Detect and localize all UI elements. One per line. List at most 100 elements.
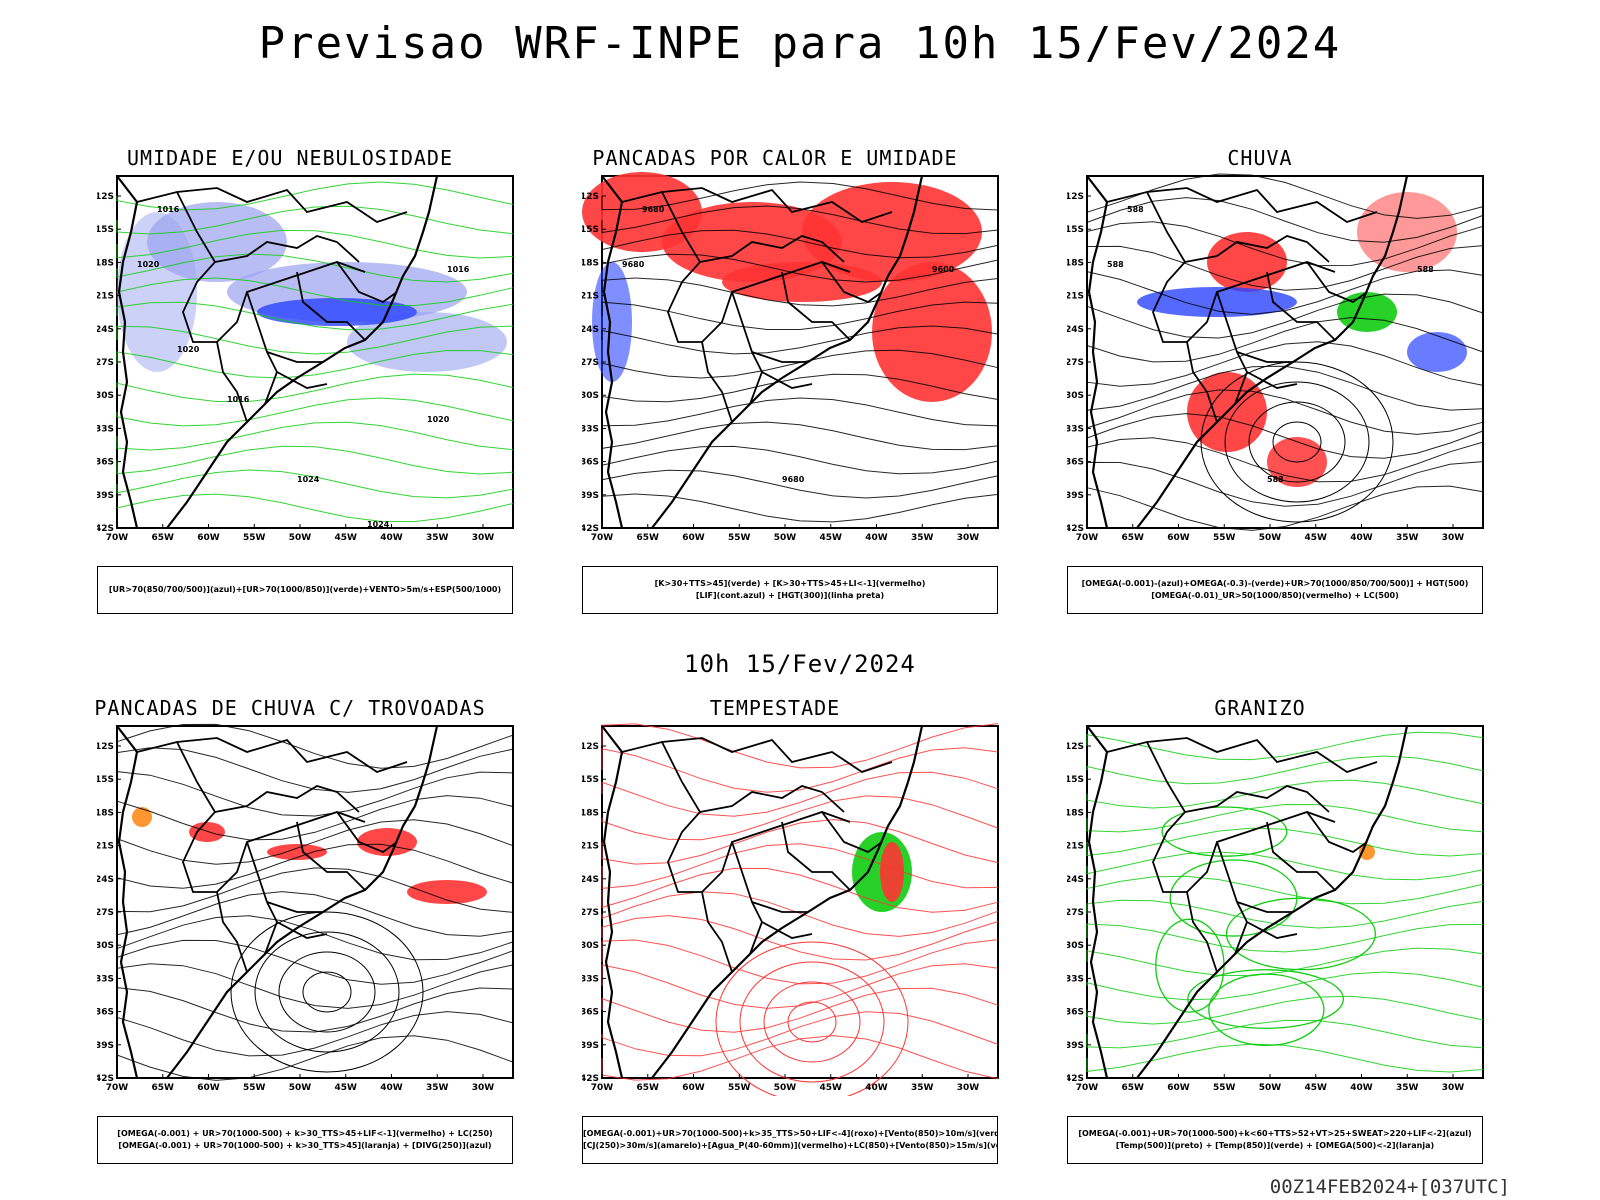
lon-tick-label: 50W [1259, 533, 1282, 543]
lat-tick-label: 18S [582, 808, 599, 818]
contour-line [601, 963, 999, 1009]
temp-contour [1187, 969, 1345, 1029]
field-shade [1207, 232, 1287, 292]
contour-line [1086, 173, 1484, 219]
border-line [276, 921, 328, 939]
contour-label: 9680 [782, 475, 805, 484]
legend-line: [OMEGA(-0.01)_UR>50(1000/850)(vermelho) … [1151, 591, 1399, 600]
lat-tick-label: 42S [97, 1074, 114, 1084]
lat-tick-label: 42S [1067, 1074, 1084, 1084]
contour-line [601, 373, 999, 403]
border-line [1236, 901, 1293, 913]
lat-tick-label: 15S [1067, 225, 1084, 235]
contour-line [601, 747, 999, 793]
panel-title: CHUVA [1227, 146, 1293, 170]
border-line [1266, 271, 1336, 341]
lat-tick-label: 39S [97, 491, 114, 501]
contour-label: 1024 [367, 520, 390, 529]
lon-tick-label: 50W [774, 1083, 797, 1093]
contour-line [1086, 269, 1484, 315]
lat-tick-label: 33S [582, 974, 599, 984]
border-line [296, 271, 366, 341]
lat-tick-label: 36S [582, 458, 599, 468]
temp-contour [1208, 973, 1325, 1046]
contour-line [116, 987, 514, 1033]
contour-line [116, 325, 514, 355]
lon-tick-label: 70W [106, 533, 129, 543]
legend-box: [K>30+TTS>45](verde) + [K>30+TTS>45+LI<-… [582, 566, 998, 614]
contour-line [1086, 317, 1484, 363]
lat-tick-label: 36S [1067, 1008, 1084, 1018]
contour-line [116, 939, 514, 985]
lon-tick-label: 70W [1076, 1083, 1099, 1093]
coastline [601, 725, 924, 1079]
contour-label: 9600 [932, 265, 955, 274]
lon-tick-label: 35W [911, 533, 934, 543]
contour-line [1086, 803, 1484, 833]
cyclone-contour [1224, 381, 1370, 503]
contour-line [1086, 365, 1484, 411]
lat-tick-label: 30S [1067, 941, 1084, 951]
lat-tick-label: 18S [97, 808, 114, 818]
lat-tick-label: 24S [1067, 875, 1084, 885]
lon-tick-label: 50W [1259, 1083, 1282, 1093]
lon-tick-label: 35W [911, 1083, 934, 1093]
lat-tick-label: 42S [582, 524, 599, 534]
contour-line [601, 493, 999, 523]
map-chuva: 588 588 588 588 12S 15S 18S 21S 24S 27S 30S 33S 36S 3… [1067, 173, 1484, 543]
cyclone-contour [739, 961, 885, 1083]
contour-line [601, 397, 999, 427]
field-shade [1357, 192, 1457, 272]
field-shade [189, 822, 225, 842]
legend-line: [CJ(250)>30m/s](amarelo)+[Agua_P(40-60mm… [583, 1141, 997, 1150]
border-line [699, 785, 845, 813]
coastline [1086, 725, 1409, 1079]
map-features [116, 723, 514, 1081]
border-line [699, 235, 845, 263]
lat-tick-label: 18S [1067, 808, 1084, 818]
contour-line [116, 469, 514, 499]
border-line [1106, 187, 1378, 223]
lon-tick-label: 30W [1442, 1083, 1465, 1093]
lat-tick-label: 12S [582, 742, 599, 752]
map-calor: 9680 9680 9680 9600 12S 15S 18S 21S 24S 27S 30S 33S… [582, 172, 999, 543]
panel-title: GRANIZO [1214, 696, 1306, 720]
lon-tick-label: 45W [820, 533, 843, 543]
lat-tick-label: 12S [1067, 192, 1084, 202]
border-line [214, 235, 360, 263]
panel-trovoadas: PANCADAS DE CHUVA C/ TROVOADAS 12S 15S 18S… [75, 696, 514, 1176]
contour-label: 588 [1417, 265, 1434, 274]
coastline [116, 175, 439, 529]
lon-tick-label: 65W [637, 1083, 660, 1093]
lon-tick-label: 60W [197, 1083, 220, 1093]
lon-tick-label: 40W [380, 533, 403, 543]
field-shade [1337, 292, 1397, 332]
lat-tick-label: 12S [1067, 742, 1084, 752]
contour-line [116, 397, 514, 427]
lat-tick-label: 30S [97, 391, 114, 401]
contour-line [116, 819, 514, 865]
lon-tick-label: 65W [1122, 1083, 1145, 1093]
field-shade [357, 828, 417, 856]
border-line [1106, 737, 1378, 773]
lat-tick-label: 15S [97, 775, 114, 785]
border-line [751, 901, 808, 913]
border-line [1236, 351, 1293, 363]
lon-tick-label: 35W [1396, 1083, 1419, 1093]
coastline [116, 725, 439, 1079]
contour-line [116, 373, 514, 402]
lat-tick-label: 33S [582, 424, 599, 434]
lat-tick-label: 36S [582, 1008, 599, 1018]
contour-line [601, 301, 999, 330]
border-line [1306, 261, 1368, 304]
map-frame [1086, 725, 1484, 1079]
legend-line: [OMEGA(-0.001)-(azul)+OMEGA(-0.3)-(verde… [1081, 579, 1469, 588]
contour-line [601, 205, 999, 235]
contour-label: 1020 [177, 345, 200, 354]
contour-line [1086, 923, 1484, 953]
lon-tick-label: 45W [1305, 533, 1328, 543]
lon-tick-label: 60W [1167, 1083, 1190, 1093]
lon-tick-label: 70W [591, 1083, 614, 1093]
lat-tick-label: 30S [97, 941, 114, 951]
